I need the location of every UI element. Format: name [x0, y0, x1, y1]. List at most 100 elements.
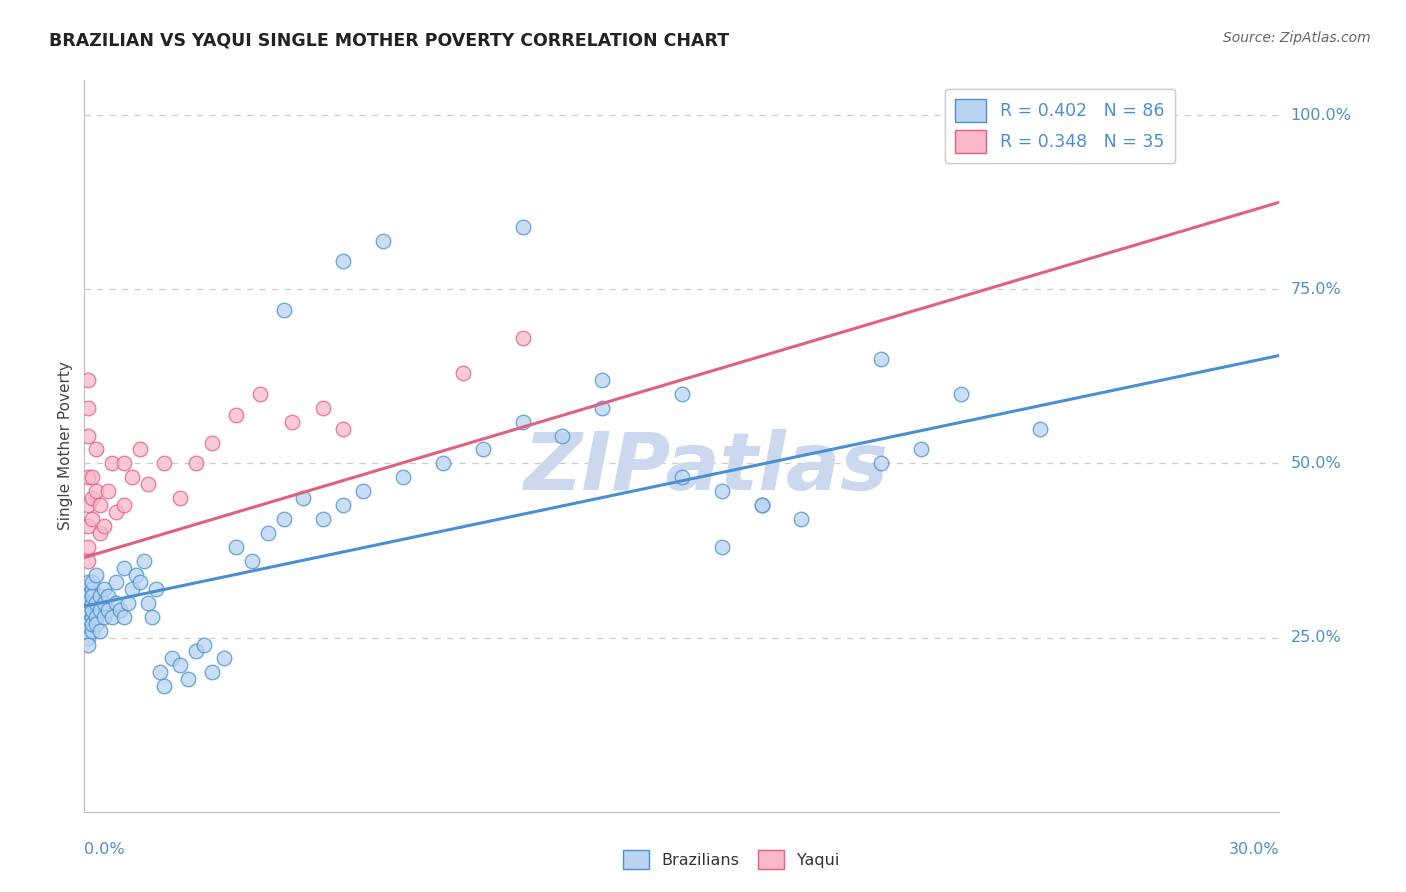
Point	[117, 596, 139, 610]
Point	[86, 596, 108, 610]
Point	[86, 442, 108, 457]
Point	[280, 415, 302, 429]
Point	[112, 498, 135, 512]
Point	[145, 582, 167, 596]
Point	[169, 658, 191, 673]
Point	[591, 401, 613, 415]
Point	[451, 366, 474, 380]
Point	[89, 526, 111, 541]
Text: BRAZILIAN VS YAQUI SINGLE MOTHER POVERTY CORRELATION CHART: BRAZILIAN VS YAQUI SINGLE MOTHER POVERTY…	[49, 31, 730, 49]
Point	[870, 351, 893, 366]
Point	[97, 484, 120, 499]
Point	[169, 491, 191, 506]
Point	[77, 373, 100, 387]
Point	[89, 624, 111, 638]
Point	[82, 624, 104, 638]
Point	[184, 457, 207, 471]
Text: 25.0%: 25.0%	[1291, 630, 1341, 645]
Point	[125, 567, 148, 582]
Point	[273, 303, 295, 318]
Point	[112, 561, 135, 575]
Point	[512, 331, 534, 345]
Point	[77, 519, 100, 533]
Point	[89, 589, 111, 603]
Point	[153, 457, 176, 471]
Point	[149, 665, 172, 680]
Point	[201, 665, 224, 680]
Point	[256, 526, 278, 541]
Point	[77, 428, 100, 442]
Point	[77, 498, 100, 512]
Point	[77, 582, 100, 596]
Point	[89, 603, 111, 617]
Point	[82, 616, 104, 631]
Point	[93, 519, 115, 533]
Point	[710, 484, 733, 499]
Point	[105, 574, 128, 589]
Text: 100.0%: 100.0%	[1291, 108, 1351, 122]
Text: 30.0%: 30.0%	[1229, 842, 1279, 857]
Point	[77, 401, 100, 415]
Point	[225, 540, 247, 554]
Point	[86, 567, 108, 582]
Point	[751, 498, 773, 512]
Point	[77, 470, 100, 484]
Point	[77, 596, 100, 610]
Point	[121, 470, 143, 484]
Point	[82, 596, 104, 610]
Point	[82, 582, 104, 596]
Point	[77, 616, 100, 631]
Point	[77, 603, 100, 617]
Point	[471, 442, 494, 457]
Point	[671, 470, 693, 484]
Point	[77, 574, 100, 589]
Point	[141, 609, 163, 624]
Point	[160, 651, 183, 665]
Point	[551, 428, 574, 442]
Point	[273, 512, 295, 526]
Point	[512, 415, 534, 429]
Point	[136, 477, 159, 491]
Point	[432, 457, 454, 471]
Point	[1029, 421, 1052, 435]
Point	[870, 457, 893, 471]
Point	[184, 644, 207, 658]
Point	[101, 609, 124, 624]
Point	[332, 498, 354, 512]
Point	[82, 609, 104, 624]
Point	[82, 470, 104, 484]
Point	[129, 574, 152, 589]
Point	[177, 673, 200, 687]
Point	[332, 421, 354, 435]
Legend: R = 0.402   N = 86, R = 0.348   N = 35: R = 0.402 N = 86, R = 0.348 N = 35	[945, 89, 1175, 163]
Point	[373, 234, 395, 248]
Point	[591, 373, 613, 387]
Point	[240, 554, 263, 568]
Point	[153, 679, 176, 693]
Point	[312, 401, 335, 415]
Point	[105, 596, 128, 610]
Point	[132, 554, 156, 568]
Point	[512, 219, 534, 234]
Point	[77, 596, 100, 610]
Point	[129, 442, 152, 457]
Text: ZIPatlas: ZIPatlas	[523, 429, 889, 507]
Point	[89, 498, 111, 512]
Point	[77, 554, 100, 568]
Point	[751, 498, 773, 512]
Legend: Brazilians, Yaqui: Brazilians, Yaqui	[617, 844, 845, 875]
Point	[671, 386, 693, 401]
Point	[77, 631, 100, 645]
Point	[392, 470, 415, 484]
Y-axis label: Single Mother Poverty: Single Mother Poverty	[58, 361, 73, 531]
Point	[193, 638, 215, 652]
Point	[86, 616, 108, 631]
Point	[112, 457, 135, 471]
Point	[212, 651, 235, 665]
Point	[110, 603, 132, 617]
Point	[77, 603, 100, 617]
Point	[82, 491, 104, 506]
Point	[312, 512, 335, 526]
Point	[82, 574, 104, 589]
Point	[105, 505, 128, 519]
